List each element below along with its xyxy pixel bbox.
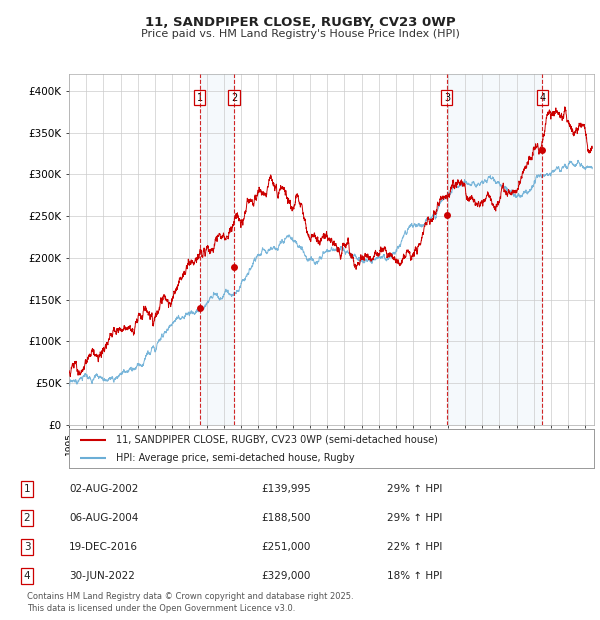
Text: HPI: Average price, semi-detached house, Rugby: HPI: Average price, semi-detached house,… — [116, 453, 355, 463]
Text: Price paid vs. HM Land Registry's House Price Index (HPI): Price paid vs. HM Land Registry's House … — [140, 29, 460, 39]
Text: 11, SANDPIPER CLOSE, RUGBY, CV23 0WP: 11, SANDPIPER CLOSE, RUGBY, CV23 0WP — [145, 16, 455, 29]
Text: Contains HM Land Registry data © Crown copyright and database right 2025.
This d: Contains HM Land Registry data © Crown c… — [27, 591, 353, 613]
Text: £329,000: £329,000 — [261, 571, 310, 582]
Bar — [200, 74, 234, 425]
Text: 29% ↑ HPI: 29% ↑ HPI — [387, 484, 442, 494]
Text: 2: 2 — [23, 513, 31, 523]
Text: 4: 4 — [539, 93, 545, 103]
Text: 19-DEC-2016: 19-DEC-2016 — [69, 542, 138, 552]
Text: £139,995: £139,995 — [261, 484, 311, 494]
Text: 22% ↑ HPI: 22% ↑ HPI — [387, 542, 442, 552]
Bar — [447, 74, 542, 425]
Text: 4: 4 — [23, 571, 31, 582]
Text: 3: 3 — [23, 542, 31, 552]
Text: 30-JUN-2022: 30-JUN-2022 — [69, 571, 135, 582]
Text: 06-AUG-2004: 06-AUG-2004 — [69, 513, 139, 523]
Text: £188,500: £188,500 — [261, 513, 311, 523]
Text: 02-AUG-2002: 02-AUG-2002 — [69, 484, 139, 494]
Text: 18% ↑ HPI: 18% ↑ HPI — [387, 571, 442, 582]
Text: 1: 1 — [23, 484, 31, 494]
Text: 11, SANDPIPER CLOSE, RUGBY, CV23 0WP (semi-detached house): 11, SANDPIPER CLOSE, RUGBY, CV23 0WP (se… — [116, 435, 438, 445]
Text: 1: 1 — [196, 93, 203, 103]
Text: 29% ↑ HPI: 29% ↑ HPI — [387, 513, 442, 523]
Text: 2: 2 — [231, 93, 237, 103]
Text: £251,000: £251,000 — [261, 542, 310, 552]
Text: 3: 3 — [444, 93, 450, 103]
